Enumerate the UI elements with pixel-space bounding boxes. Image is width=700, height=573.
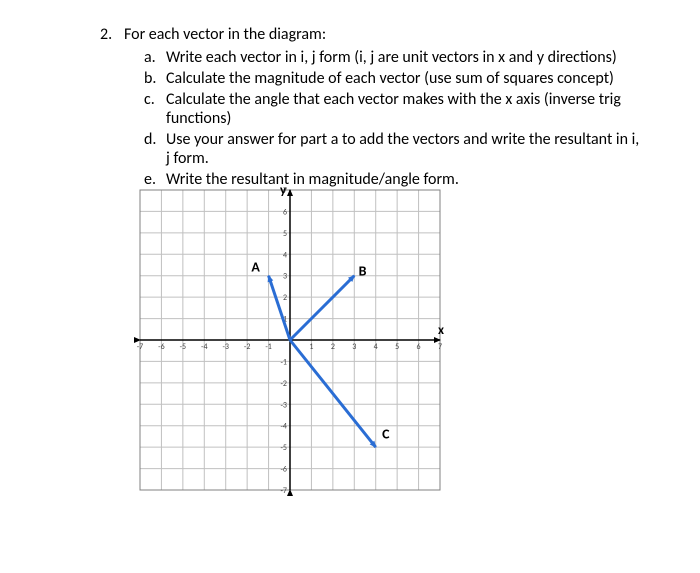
vector-label-c: C	[382, 426, 390, 443]
sub-question-list: a.Write each vector in i, j form (i, j a…	[144, 48, 640, 189]
svg-text:1: 1	[309, 342, 313, 352]
svg-text:-2: -2	[244, 342, 251, 352]
sub-text: Calculate the angle that each vector mak…	[166, 90, 640, 128]
svg-text:-7: -7	[280, 486, 287, 496]
vector-diagram: -7-6-5-4-3-2-11234567-7-6-5-4-3-2-112345…	[130, 180, 450, 500]
svg-text:5: 5	[283, 229, 287, 239]
svg-text:4: 4	[283, 250, 287, 260]
vector-label-a: A	[251, 258, 260, 275]
sub-letter: a.	[144, 48, 166, 67]
svg-text:-1: -1	[265, 342, 272, 352]
vector-b	[290, 276, 354, 340]
vector-a	[269, 276, 290, 340]
question-number: 2.	[100, 25, 124, 44]
sub-text: Calculate the magnitude of each vector (…	[166, 69, 614, 88]
x-axis-label: x	[438, 323, 444, 338]
svg-text:-5: -5	[280, 443, 287, 453]
svg-text:-3: -3	[280, 400, 287, 410]
svg-text:-4: -4	[280, 422, 287, 432]
sub-letter: d.	[144, 130, 166, 149]
svg-text:-6: -6	[280, 465, 287, 475]
question-stem-line: 2. For each vector in the diagram:	[100, 25, 640, 44]
y-axis-label: y	[280, 183, 287, 198]
sub-question: d.Use your answer for part a to add the …	[144, 130, 640, 168]
svg-text:-4: -4	[201, 342, 208, 352]
svg-text:6: 6	[417, 342, 421, 352]
sub-text: Use your answer for part a to add the ve…	[166, 130, 640, 168]
sub-letter: b.	[144, 69, 166, 88]
svg-text:2: 2	[331, 342, 335, 352]
svg-text:3: 3	[283, 272, 287, 282]
sub-letter: c.	[144, 90, 166, 109]
svg-text:7: 7	[438, 342, 442, 352]
vector-label-b: B	[359, 263, 367, 280]
sub-question: a.Write each vector in i, j form (i, j a…	[144, 48, 640, 67]
svg-text:-3: -3	[222, 342, 229, 352]
svg-text:-6: -6	[158, 342, 165, 352]
question-stem: For each vector in the diagram:	[124, 25, 326, 44]
svg-text:-2: -2	[280, 379, 287, 389]
svg-text:2: 2	[283, 293, 287, 303]
svg-text:5: 5	[395, 342, 399, 352]
sub-text: Write each vector in i, j form (i, j are…	[166, 48, 617, 67]
svg-text:-5: -5	[180, 342, 187, 352]
sub-question: c.Calculate the angle that each vector m…	[144, 90, 640, 128]
question-block: 2. For each vector in the diagram: a.Wri…	[100, 25, 640, 191]
svg-text:-7: -7	[137, 342, 144, 352]
svg-text:-1: -1	[280, 357, 287, 367]
svg-text:6: 6	[283, 207, 287, 217]
svg-text:4: 4	[374, 342, 378, 352]
diagram-svg: -7-6-5-4-3-2-11234567-7-6-5-4-3-2-112345…	[130, 180, 450, 500]
sub-question: b.Calculate the magnitude of each vector…	[144, 69, 640, 88]
svg-text:3: 3	[352, 342, 356, 352]
